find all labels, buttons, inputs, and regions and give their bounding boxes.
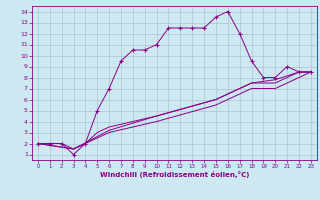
- X-axis label: Windchill (Refroidissement éolien,°C): Windchill (Refroidissement éolien,°C): [100, 171, 249, 178]
